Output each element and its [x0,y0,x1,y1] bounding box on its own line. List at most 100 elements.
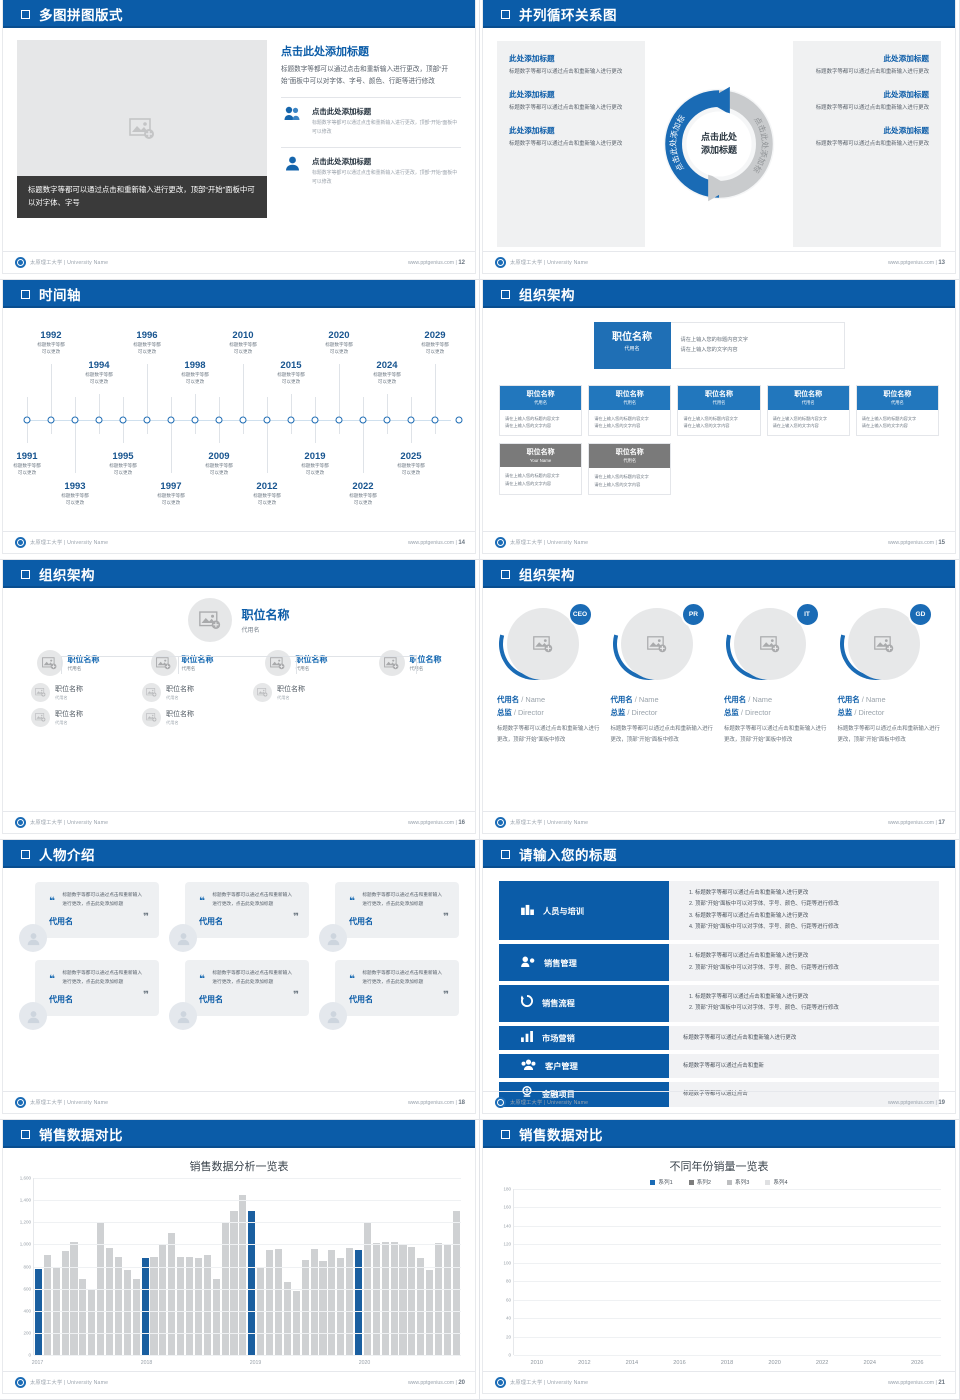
bar[interactable] [301,1259,309,1355]
slide-20[interactable]: 销售数据对比 销售数据分析一览表 0 200 400 600 800 1,000 1,200… [0,1120,480,1400]
org-node[interactable]: 职位名称 代用名 [36,650,100,676]
bar[interactable] [177,1256,185,1355]
timeline-label[interactable]: 2019 标题数字等都 可以更改 [285,451,345,477]
bar[interactable] [372,1243,380,1355]
team-card[interactable]: PR 代用名 / Name 总监 / Director 标题数字等都可以通过点击… [599,594,715,745]
timeline-node[interactable] [311,416,319,423]
bar[interactable] [434,1243,443,1355]
timeline-node[interactable] [143,416,151,423]
org-child-node[interactable]: 职位名称 代用名 [17,708,128,727]
timeline-node[interactable] [239,416,247,423]
bar[interactable] [79,1278,87,1355]
quote-card[interactable]: ❝ 标题数字等都可以通过点击和重新输入进行更改，点击此处添加标题 ❞ 代用名 [319,882,459,952]
timeline-label[interactable]: 2025 标题数字等都 可以更改 [381,451,441,477]
slide-13[interactable]: 并列循环关系图 此处添加标题 标题数字等都可以通过点击和重新输入进行更改 此处添加… [480,0,960,280]
bar[interactable] [426,1269,434,1355]
bar[interactable] [346,1247,354,1355]
bar[interactable] [452,1211,460,1355]
bar[interactable] [114,1256,123,1355]
timeline-node[interactable] [359,416,367,423]
category-label-block[interactable]: 金融项目 [499,1082,669,1107]
bar[interactable] [328,1249,336,1355]
bar[interactable] [266,1249,274,1355]
slide-21[interactable]: 销售数据对比 不同年份销量一览表 系列1 系列2 系列3 系列4 0 20 40 60 80 1… [480,1120,960,1400]
timeline-node[interactable] [263,416,271,423]
org-box[interactable]: 职位名称 代用名 请在上输入您的标题内容文字 请在上输入您的文字内容 [588,443,672,496]
timeline-node[interactable] [455,416,463,423]
slide-18[interactable]: 人物介绍 ❝ 标题数字等都可以通过点击和重新输入进行更改，点击此处添加标题 ❞ … [0,840,480,1120]
category-label-block[interactable]: 人员与培训 [499,881,669,941]
bar[interactable] [248,1211,256,1355]
timeline-label[interactable]: 2022 标题数字等都 可以更改 [333,481,393,507]
category-label-block[interactable]: 客户管理 [499,1054,669,1079]
bar[interactable] [274,1248,283,1355]
bar[interactable] [34,1268,42,1355]
org-box[interactable]: 职位名称 Your Name 请在上输入您的标题内容文字 请在上输入您的文字内容 [499,443,583,496]
timeline-label[interactable]: 2012 标题数字等都 可以更改 [237,481,297,507]
category-row[interactable]: 金融项目 标题数字等都可以通过点击 [499,1082,939,1107]
bar[interactable] [132,1278,140,1355]
timeline-label[interactable]: 2009 标题数字等都 可以更改 [189,451,249,477]
quote-card[interactable]: ❝ 标题数字等都可以通过点击和重新输入进行更改，点击此处添加标题 ❞ 代用名 [19,882,159,952]
org-box[interactable]: 职位名称 代用名 请在上输入您的标题内容文字 请在上输入您的文字内容 [855,384,939,437]
quote-card[interactable]: ❝ 标题数字等都可以通过点击和重新输入进行更改，点击此处添加标题 ❞ 代用名 [169,960,309,1030]
category-row[interactable]: 销售流程 标题数字等都可以通过点击和重新输入进行更改顶部“开始”面板中可以对字体… [499,985,939,1022]
org-node[interactable]: 职位名称 代用名 [264,650,328,676]
quote-card[interactable]: ❝ 标题数字等都可以通过点击和重新输入进行更改，点击此处添加标题 ❞ 代用名 [319,960,459,1030]
category-label-block[interactable]: 销售管理 [499,944,669,982]
cycle-diagram[interactable]: 点击此处添加标题 点击此处添加标题 点击此处添加标题 [641,38,793,247]
category-row[interactable]: 客户管理 标题数字等都可以通过点击和重新 [499,1054,939,1079]
bar[interactable] [354,1249,363,1355]
org-node[interactable]: 职位名称 代用名 [150,650,214,676]
org-child-node[interactable]: 职位名称 代用名 [128,708,239,727]
timeline-label[interactable]: 2015 标题数字等都 可以更改 [261,360,321,386]
slide-19[interactable]: 请输入您的标题 人员与培训 标题数字等都可以通过点击和重新输入进行更改顶部“开始… [480,840,960,1120]
timeline-node[interactable] [71,416,79,423]
bar[interactable] [43,1255,51,1355]
timeline-label[interactable]: 2010 标题数字等都 可以更改 [213,330,273,356]
cycle-item[interactable]: 此处添加标题 标题数字等都可以通过点击和重新输入进行更改 [509,125,633,149]
cycle-item[interactable]: 此处添加标题 标题数字等都可以通过点击和重新输入进行更改 [805,53,929,77]
bar[interactable] [194,1257,203,1355]
team-card[interactable]: GD 代用名 / Name 总监 / Director 标题数字等都可以通过点击… [826,594,942,745]
org-child-node[interactable]: 职位名称 代用名 [239,683,350,702]
timeline-label[interactable]: 2024 标题数字等都 可以更改 [357,360,417,386]
feature-row[interactable]: 点击此处添加标题 标题数字等都可以通过点击和重新输入进行更改，顶部“开始”面板中… [281,147,461,188]
legend-item[interactable]: 系列4 [765,1178,788,1186]
slide-16[interactable]: 组织架构 职位名称 代用名 职位名称 代用名 职位名称 [0,560,480,840]
bar[interactable] [186,1256,194,1355]
team-card[interactable]: IT 代用名 / Name 总监 / Director 标题数字等都可以通过点击… [712,594,828,745]
bar[interactable] [319,1261,327,1355]
category-label-block[interactable]: 销售流程 [499,985,669,1022]
legend-item[interactable]: 系列2 [688,1178,711,1186]
bar[interactable] [141,1257,149,1355]
bar[interactable] [230,1211,238,1355]
timeline-node[interactable] [407,416,415,423]
timeline-label[interactable]: 1993 标题数字等都 可以更改 [45,481,105,507]
timeline-node[interactable] [431,416,439,423]
org-child-node[interactable]: 职位名称 代用名 [17,683,128,702]
slide-14[interactable]: 时间轴 1992 标题数字等都 可以更改 1994 标题数字等都 可以更改 1996 标题数字… [0,280,480,560]
bar[interactable] [70,1242,78,1355]
legend-item[interactable]: 系列1 [650,1178,673,1186]
image-placeholder[interactable]: 标题数字等都可以通过点击和重新输入进行更改，顶部“开始”面板中可以对字体、字号 [17,40,267,218]
bar[interactable] [283,1281,291,1355]
timeline-label[interactable]: 1998 标题数字等都 可以更改 [165,360,225,386]
timeline-node[interactable] [167,416,175,423]
bar[interactable] [408,1246,416,1355]
org-root-box[interactable]: 职位名称 代用名 [593,322,671,369]
bar[interactable] [88,1288,96,1355]
bar[interactable] [310,1248,318,1355]
timeline-label[interactable]: 1997 标题数字等都 可以更改 [141,481,201,507]
bar[interactable] [417,1257,425,1355]
timeline-label[interactable]: 1994 标题数字等都 可以更改 [69,360,129,386]
bar[interactable] [150,1256,158,1355]
org-root-node[interactable]: 职位名称 代用名 [3,598,475,642]
bar[interactable] [203,1255,211,1355]
cycle-item[interactable]: 此处添加标题 标题数字等都可以通过点击和重新输入进行更改 [509,89,633,113]
timeline-label[interactable]: 1991 标题数字等都 可以更改 [0,451,57,477]
cycle-item[interactable]: 此处添加标题 标题数字等都可以通过点击和重新输入进行更改 [805,89,929,113]
timeline-node[interactable] [215,416,223,423]
bar[interactable] [168,1233,176,1355]
bar[interactable] [399,1244,407,1355]
